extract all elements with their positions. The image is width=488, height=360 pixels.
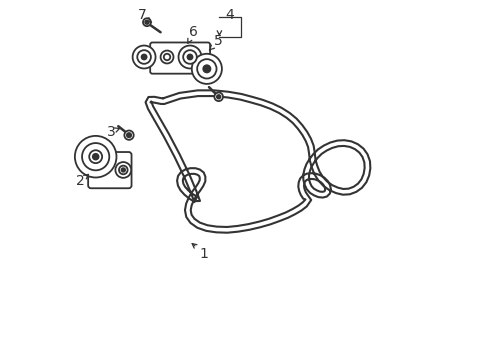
Circle shape	[124, 131, 133, 140]
FancyBboxPatch shape	[88, 152, 131, 188]
Circle shape	[115, 162, 131, 178]
Text: 5: 5	[209, 34, 223, 50]
Circle shape	[119, 166, 127, 174]
Text: 1: 1	[192, 244, 208, 261]
Circle shape	[93, 154, 99, 159]
Circle shape	[75, 136, 116, 177]
Circle shape	[145, 21, 148, 24]
Circle shape	[191, 54, 222, 84]
Circle shape	[160, 50, 173, 63]
Circle shape	[121, 168, 125, 172]
Circle shape	[89, 150, 102, 163]
Circle shape	[203, 65, 210, 72]
Circle shape	[178, 45, 201, 68]
Circle shape	[217, 95, 220, 99]
Text: 3: 3	[106, 125, 119, 139]
Circle shape	[132, 45, 155, 68]
Circle shape	[142, 18, 151, 26]
Circle shape	[197, 59, 216, 78]
Circle shape	[187, 54, 192, 59]
Circle shape	[126, 133, 131, 137]
Circle shape	[183, 50, 196, 64]
Text: 7: 7	[138, 8, 151, 23]
Circle shape	[82, 143, 109, 170]
Circle shape	[142, 54, 146, 59]
FancyBboxPatch shape	[150, 42, 210, 74]
Text: 4: 4	[225, 8, 234, 22]
Circle shape	[137, 50, 151, 64]
Text: 6: 6	[187, 25, 198, 43]
Circle shape	[214, 93, 223, 101]
Circle shape	[163, 54, 170, 60]
Text: 2: 2	[76, 174, 88, 188]
